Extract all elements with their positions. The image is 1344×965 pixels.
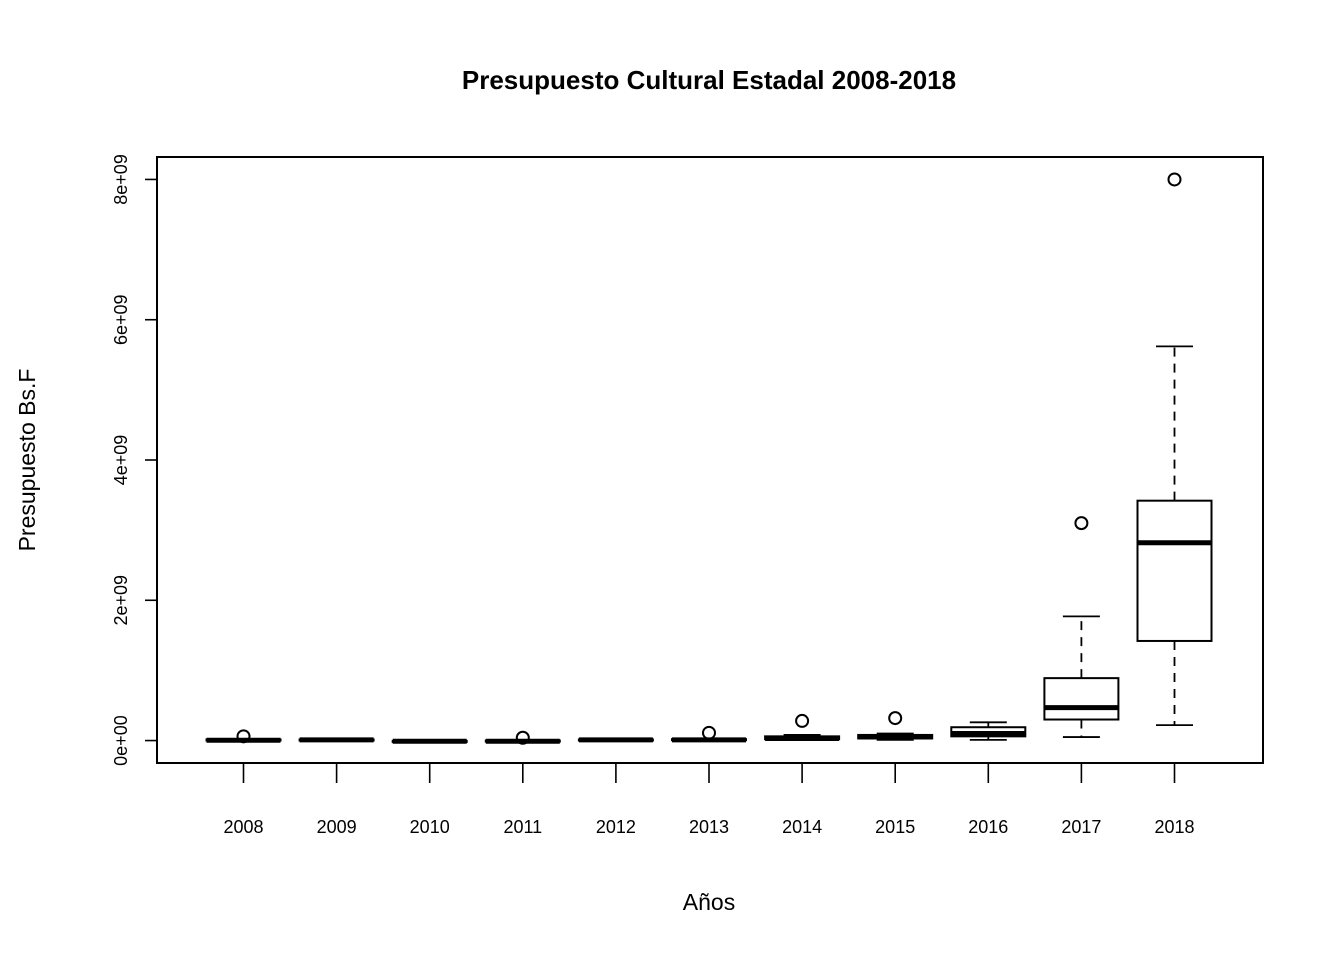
- outlier-point: [702, 725, 716, 740]
- outlier-point: [888, 711, 903, 726]
- x-axis-title: Años: [683, 889, 735, 915]
- outlier-point: [236, 729, 251, 744]
- plot-frame: [156, 156, 1264, 764]
- x-tick-label: 2014: [782, 817, 822, 837]
- y-tick-label: 0e+00: [111, 715, 131, 766]
- box-2013: [671, 725, 747, 743]
- x-tick-label: 2008: [223, 817, 263, 837]
- iqr-box: [1136, 499, 1213, 642]
- x-tick-label: 2013: [689, 817, 729, 837]
- x-axis: 2008 2009 2010 2011 2012 2013 2014 2015 2016 2017…: [223, 763, 1195, 837]
- box-2010: [391, 738, 468, 744]
- y-axis-title: Presupuesto Bs.F: [14, 369, 40, 552]
- outlier-point: [515, 730, 530, 745]
- x-tick-label: 2018: [1154, 817, 1194, 837]
- box-2009: [298, 737, 375, 743]
- boxes-layer: [205, 172, 1213, 745]
- x-tick-label: 2011: [503, 817, 542, 837]
- box-2008: [205, 729, 282, 744]
- x-tick-label: 2010: [410, 817, 450, 837]
- chart-title: Presupuesto Cultural Estadal 2008-2018: [462, 65, 956, 95]
- outlier-point: [1167, 172, 1182, 187]
- box-2015: [857, 711, 934, 741]
- x-tick-label: 2017: [1061, 817, 1101, 837]
- box-2012: [577, 737, 654, 743]
- box-2014: [764, 713, 841, 741]
- box-2011: [484, 730, 561, 745]
- y-tick-label: 6e+09: [111, 294, 131, 345]
- x-tick-label: 2009: [317, 817, 357, 837]
- outlier-point: [795, 713, 810, 728]
- y-tick-label: 8e+09: [111, 154, 131, 205]
- x-tick-label: 2016: [968, 817, 1008, 837]
- box-2017: [1043, 516, 1120, 738]
- y-tick-label: 2e+09: [111, 575, 131, 626]
- box-2016: [950, 721, 1027, 741]
- y-axis: 0e+00 2e+09 4e+09 6e+09 8e+09: [111, 154, 157, 766]
- x-tick-label: 2015: [875, 817, 915, 837]
- y-tick-label: 4e+09: [111, 435, 131, 486]
- x-tick-label: 2012: [596, 817, 636, 837]
- iqr-box: [1043, 677, 1120, 721]
- box-2018: [1136, 172, 1213, 727]
- outlier-point: [1074, 516, 1089, 531]
